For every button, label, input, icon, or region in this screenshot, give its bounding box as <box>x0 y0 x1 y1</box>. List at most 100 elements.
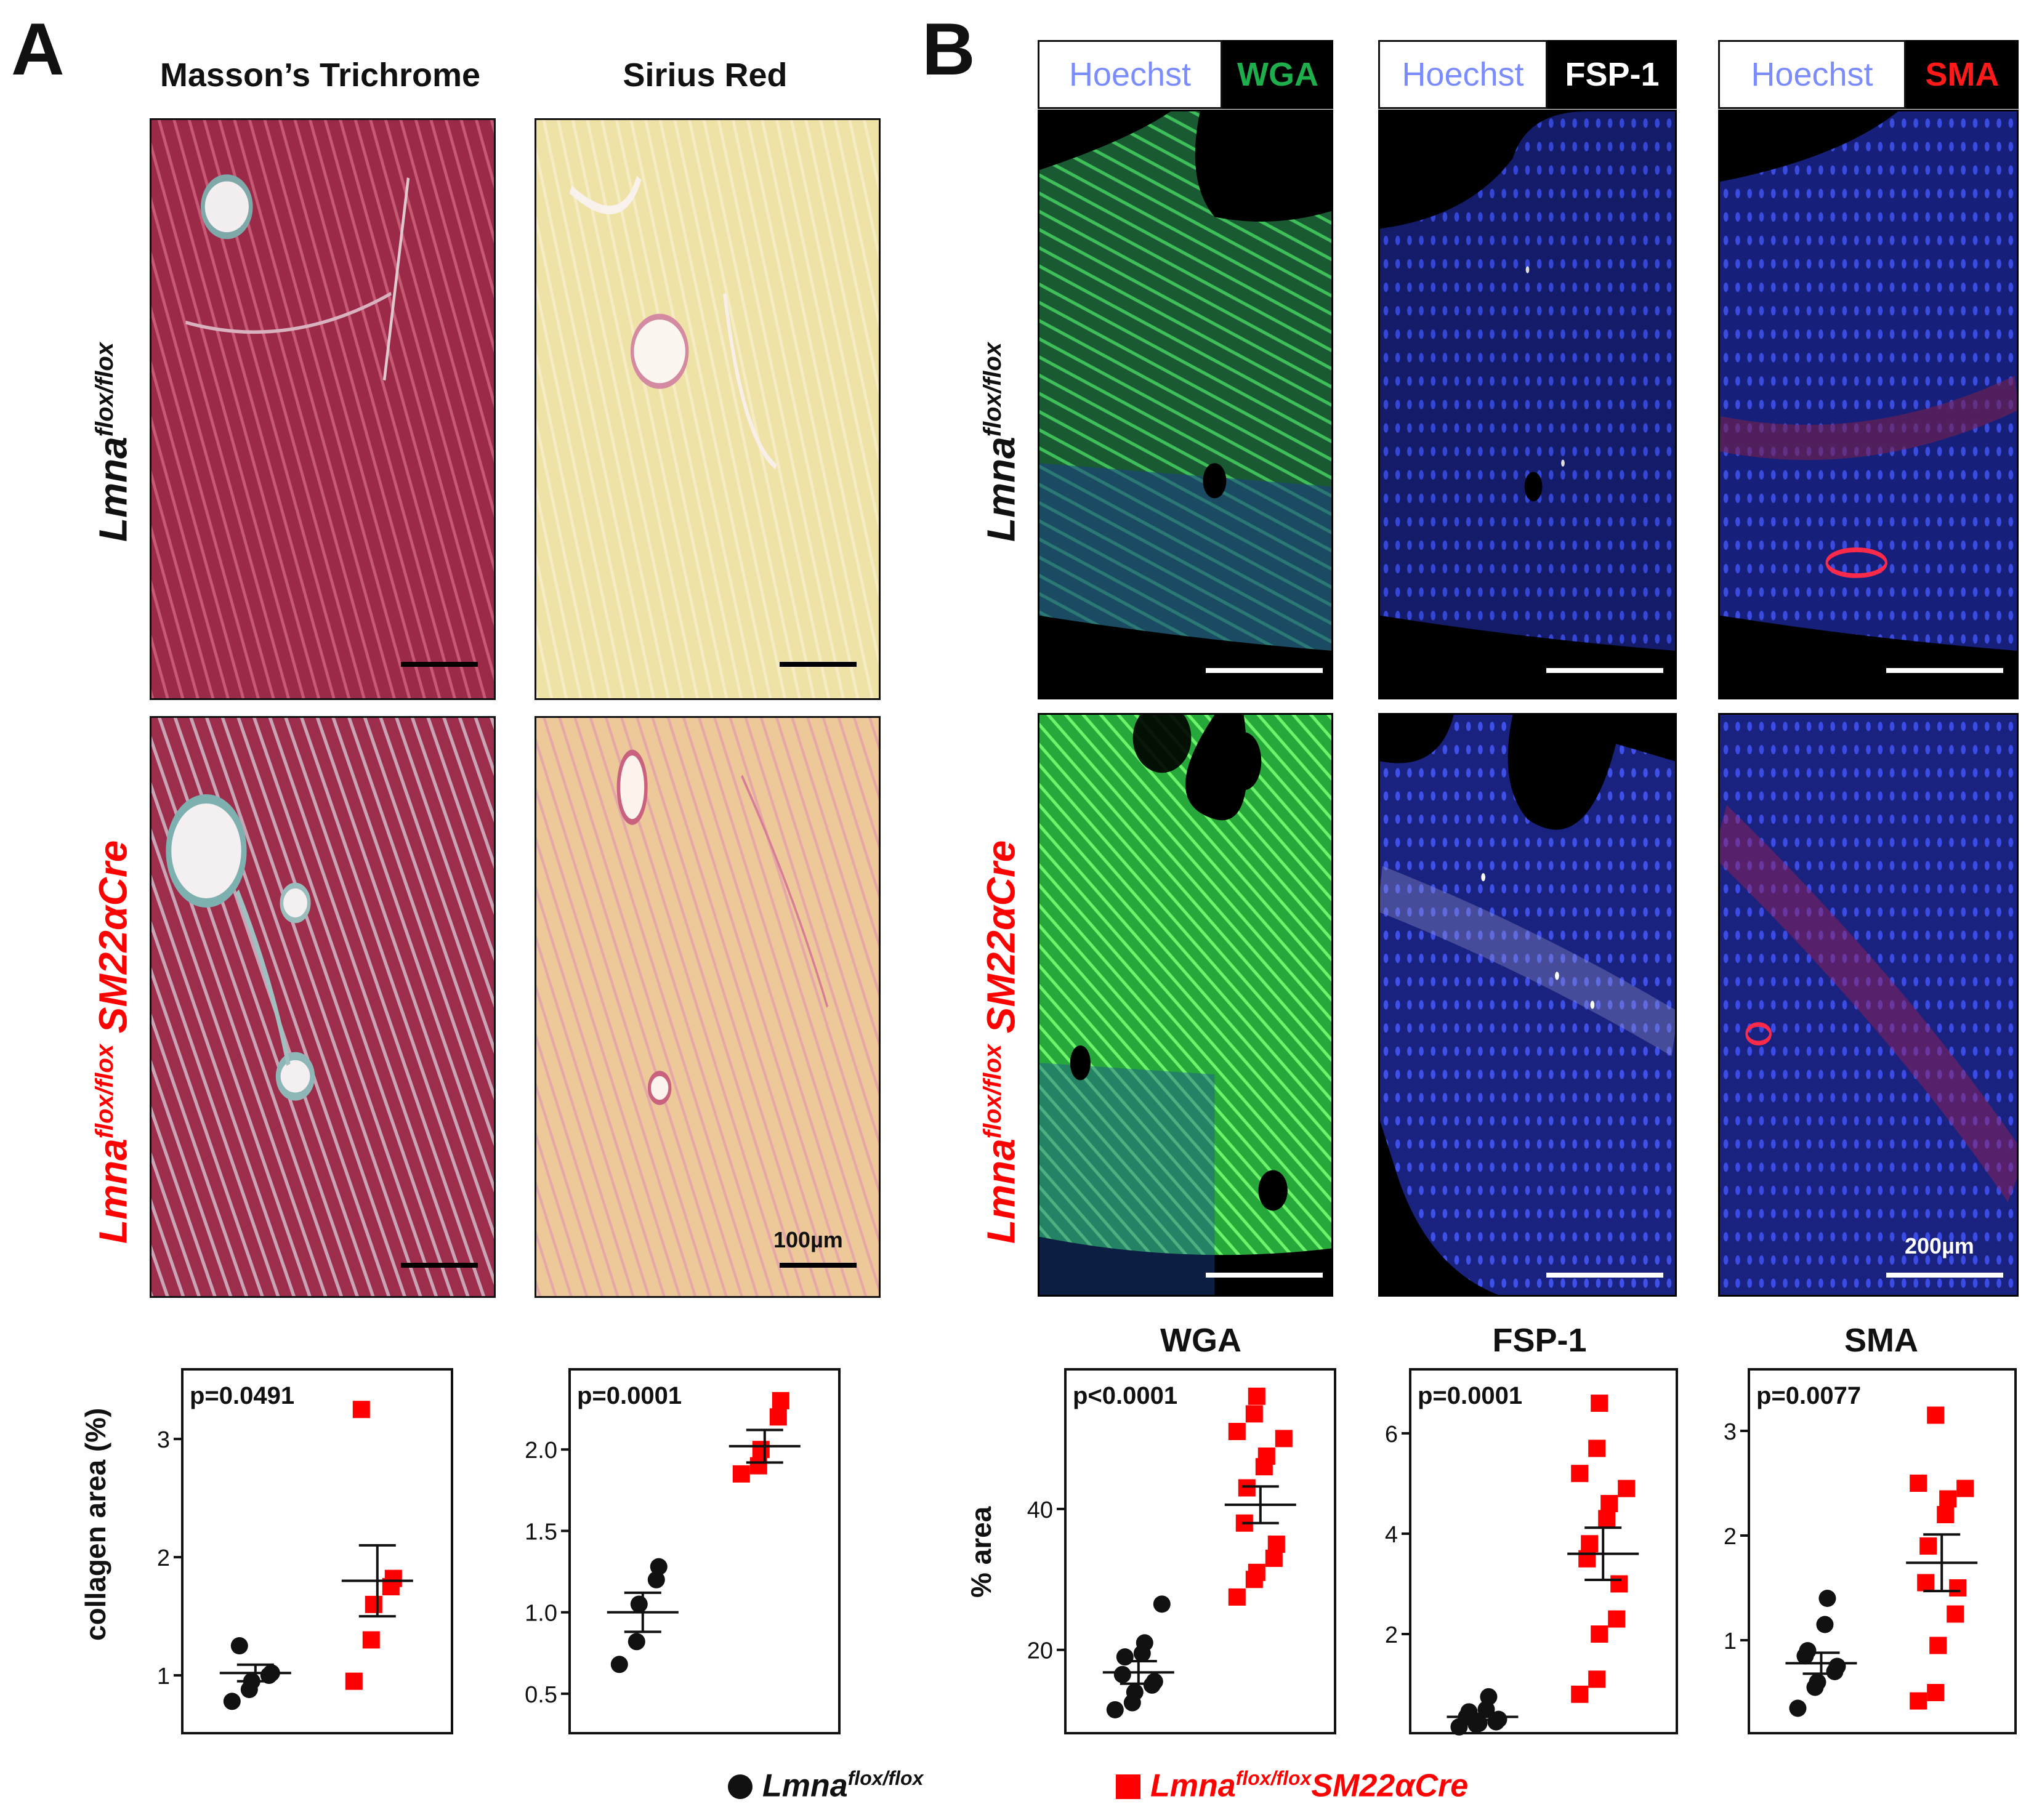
p-value-label: p=0.0491 <box>190 1382 294 1409</box>
y-tick-label: 0.5 <box>525 1682 557 1708</box>
y-tick-label: 1 <box>1724 1629 1737 1654</box>
p-value-label: p=0.0001 <box>1418 1382 1522 1409</box>
column-title-sirius: Sirius Red <box>623 57 788 94</box>
y-tick-label: 40 <box>1027 1497 1053 1523</box>
data-point <box>1228 1588 1246 1606</box>
data-point <box>384 1569 402 1587</box>
data-point <box>610 1656 628 1673</box>
scatter-plot-sirius-collagen: 0.5 1.0 1.5 2.0 p=0.0001 <box>499 1368 844 1737</box>
legend-circle-marker <box>728 1774 753 1800</box>
data-point <box>1591 1625 1608 1643</box>
data-point <box>1816 1616 1834 1633</box>
y-axis-label-percent-area: % area <box>965 1506 997 1598</box>
scale-bar <box>1206 1273 1323 1278</box>
data-point <box>230 1637 248 1655</box>
data-point <box>1248 1387 1265 1405</box>
y-tick-label: 3 <box>157 1427 170 1453</box>
y-tick-label: 1.5 <box>525 1519 557 1545</box>
data-point <box>1588 1439 1606 1457</box>
plot-frame <box>568 1368 841 1734</box>
scale-bar <box>1886 1273 2003 1278</box>
masson-trichrome-control-image <box>150 118 496 700</box>
data-point <box>1136 1634 1153 1652</box>
sma-control-image <box>1718 110 2019 699</box>
plot-title-wga: WGA <box>1160 1322 1241 1359</box>
channel-header-fsp1: Hoechst FSP-1 <box>1378 40 1677 109</box>
p-value-label: p=0.0001 <box>577 1382 682 1409</box>
data-point <box>1228 1422 1246 1440</box>
y-tick-label: 6 <box>1385 1422 1398 1448</box>
p-value-label: p<0.0001 <box>1073 1382 1177 1409</box>
y-tick-label: 2.0 <box>525 1438 557 1464</box>
legend-square-marker <box>1116 1774 1140 1800</box>
wga-mutant-image <box>1038 713 1333 1297</box>
column-title-masson: Masson’s Trichrome <box>159 57 481 94</box>
data-point <box>630 1595 648 1613</box>
plot-frame <box>1409 1368 1678 1734</box>
data-point <box>1608 1610 1626 1628</box>
data-point <box>1937 1506 1955 1523</box>
data-point <box>1591 1395 1608 1412</box>
data-point <box>1480 1688 1498 1705</box>
scale-bar <box>1546 1273 1663 1278</box>
y-tick-label: 20 <box>1027 1638 1053 1664</box>
data-point <box>647 1571 665 1588</box>
data-point <box>1956 1480 1974 1497</box>
data-point <box>1126 1683 1144 1701</box>
data-point <box>1910 1692 1927 1710</box>
data-point <box>1939 1490 1957 1508</box>
data-point <box>1818 1590 1836 1607</box>
data-point <box>1581 1535 1599 1553</box>
wga-label: WGA <box>1222 40 1333 109</box>
data-point <box>1113 1665 1131 1683</box>
hoechst-label: Hoechst <box>1038 40 1222 109</box>
fsp1-control-image <box>1378 110 1677 699</box>
data-point <box>1809 1673 1826 1691</box>
p-value-label: p=0.0077 <box>1756 1382 1861 1409</box>
legend-control: Lmnaflox/flox <box>727 1767 923 1804</box>
scale-label-100um: 100µm <box>773 1227 843 1252</box>
scatter-plot-masson-collagen: 1 2 3 p=0.0491 <box>123 1368 456 1737</box>
scale-bar <box>780 1263 857 1268</box>
y-tick-label: 4 <box>1385 1522 1398 1548</box>
scatter-plot-wga: 20 40 p<0.0001 <box>1013 1368 1339 1737</box>
legend-mutant: Lmnaflox/floxSM22αCre <box>1115 1767 1468 1804</box>
data-point <box>1910 1475 1927 1492</box>
data-point <box>1571 1685 1589 1703</box>
data-point <box>1618 1480 1636 1497</box>
data-point <box>1789 1699 1807 1717</box>
data-point <box>1610 1575 1628 1593</box>
data-point <box>1799 1642 1817 1659</box>
data-point <box>223 1693 241 1710</box>
data-point <box>1106 1701 1124 1718</box>
data-point <box>1598 1510 1616 1528</box>
panel-a-letter: A <box>11 8 65 91</box>
sma-label: SMA <box>1906 40 2019 109</box>
data-point <box>1929 1637 1947 1654</box>
row-label-control-b: Lmnaflox/flox <box>979 342 1023 542</box>
data-point <box>1947 1605 1964 1623</box>
scale-bar <box>780 662 857 667</box>
plot-frame <box>181 1368 453 1734</box>
data-point <box>650 1558 668 1576</box>
data-point <box>1927 1684 1945 1701</box>
scale-bar <box>401 1263 478 1268</box>
data-point <box>1588 1670 1606 1688</box>
channel-header-wga: Hoechst WGA <box>1038 40 1333 109</box>
scatter-plot-fsp1: 2 4 6 p=0.0001 <box>1367 1368 1681 1737</box>
data-point <box>1145 1673 1163 1691</box>
data-point <box>752 1441 770 1459</box>
plot-frame <box>1064 1368 1336 1734</box>
data-point <box>1919 1537 1937 1555</box>
hoechst-label: Hoechst <box>1718 40 1906 109</box>
y-tick-label: 2 <box>1385 1622 1398 1648</box>
data-point <box>1949 1579 1967 1597</box>
data-point <box>362 1631 380 1649</box>
y-tick-label: 3 <box>1724 1419 1737 1445</box>
data-point <box>1245 1405 1263 1423</box>
sma-mutant-image: 200µm <box>1718 713 2019 1297</box>
y-tick-label: 2 <box>1724 1524 1737 1550</box>
plot-title-sma: SMA <box>1844 1322 1918 1359</box>
row-label-mutant-a: Lmnaflox/flox SM22αCre <box>91 840 135 1244</box>
sirius-red-control-image <box>535 118 881 700</box>
